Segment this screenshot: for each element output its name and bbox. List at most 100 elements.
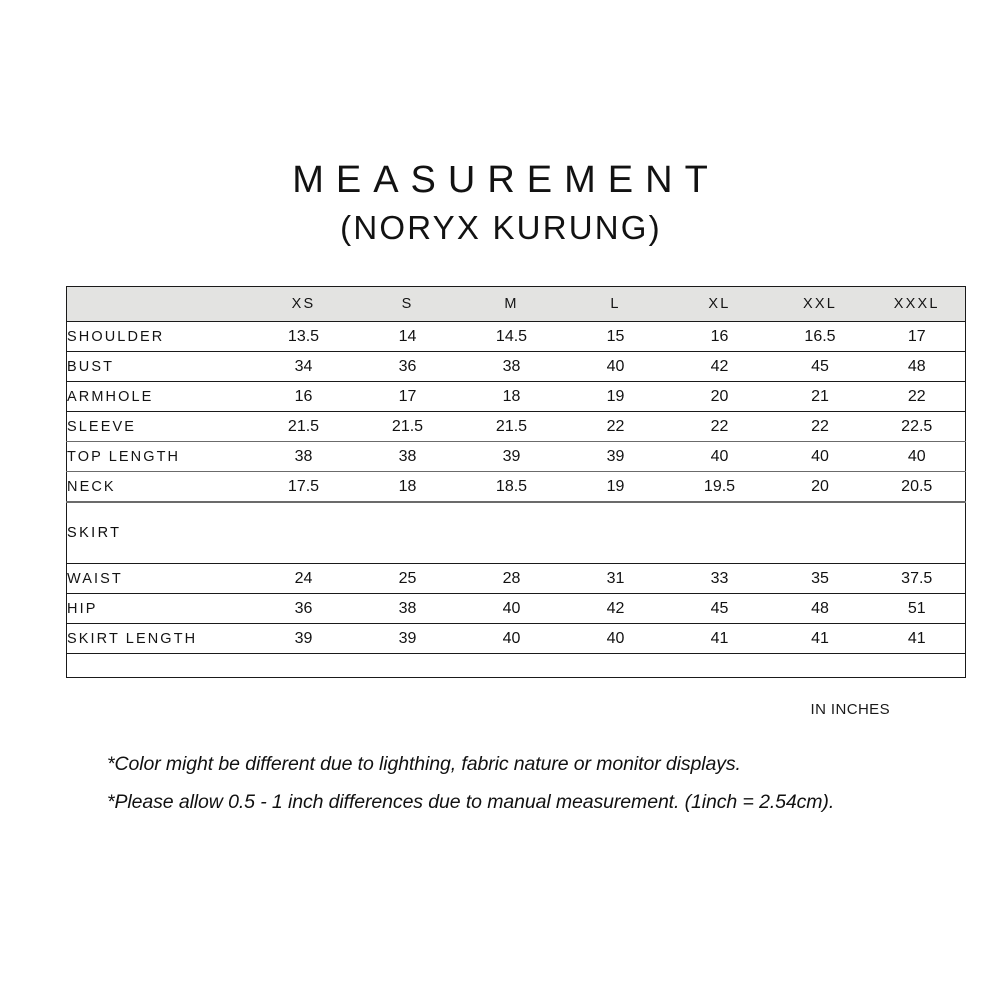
cell-shoulder-xxxl: 17 [868,321,966,352]
cell-armhole-xxxl: 22 [868,381,966,412]
table-header-row: XS S M L XL XXL XXXL [66,286,966,322]
column-header-m: M [459,286,564,322]
cell-armhole-xs: 16 [251,381,356,412]
cell-armhole-xxl: 21 [771,381,869,412]
cell-sleeve-m: 21.5 [459,411,564,442]
cell-neck-xs: 17.5 [251,471,356,503]
cell-armhole-m: 18 [459,381,564,412]
cell-skirt-length-xxxl: 41 [868,623,966,654]
section-spacer-cell [251,502,356,564]
section-spacer-cell [459,502,564,564]
table-row: BUST 34 36 38 40 42 45 48 [66,351,966,382]
cell-waist-m: 28 [459,563,564,594]
column-header-label [66,286,252,322]
cell-armhole-l: 19 [563,381,668,412]
cell-neck-m: 18.5 [459,471,564,503]
section-spacer-cell [771,502,869,564]
section-spacer-cell [355,502,460,564]
row-label-skirt-length: SKIRT LENGTH [66,623,252,654]
blank-cell [564,654,668,678]
footnote-color-disclaimer: *Color might be different due to lighthi… [107,753,741,775]
cell-hip-m: 40 [459,593,564,624]
unit-note: IN INCHES [810,701,890,718]
cell-armhole-s: 17 [355,381,460,412]
row-label-hip: HIP [66,593,252,624]
cell-waist-xxxl: 37.5 [868,563,966,594]
cell-hip-xl: 45 [667,593,772,624]
cell-top-length-m: 39 [459,441,564,472]
row-label-sleeve: SLEEVE [66,411,252,442]
measurement-table: XS S M L XL XXL XXXL SHOULDER 13.5 14 14… [66,286,966,678]
cell-neck-l: 19 [563,471,668,503]
column-header-l: L [563,286,668,322]
column-header-s: S [355,286,460,322]
cell-bust-s: 36 [355,351,460,382]
cell-sleeve-xxl: 22 [771,411,869,442]
blank-cell [772,654,869,678]
cell-skirt-length-xxl: 41 [771,623,869,654]
cell-sleeve-xl: 22 [667,411,772,442]
row-label-top-length: TOP LENGTH [66,441,252,472]
blank-cell [67,654,252,678]
cell-top-length-s: 38 [355,441,460,472]
page-title-block: MEASUREMENT (NORYX KURUNG) [0,158,1000,248]
cell-neck-s: 18 [355,471,460,503]
cell-top-length-xl: 40 [667,441,772,472]
table-trailing-blank-row [67,654,966,678]
cell-skirt-length-m: 40 [459,623,564,654]
cell-bust-xxl: 45 [771,351,869,382]
cell-skirt-length-xs: 39 [251,623,356,654]
table-row: WAIST 24 25 28 31 33 35 37.5 [66,563,966,594]
section-spacer-cell [563,502,668,564]
table-row: TOP LENGTH 38 38 39 39 40 40 40 [66,441,966,472]
cell-shoulder-m: 14.5 [459,321,564,352]
column-header-xs: XS [251,286,356,322]
cell-top-length-xxl: 40 [771,441,869,472]
column-header-xxl: XXL [771,286,869,322]
table-row: SKIRT LENGTH 39 39 40 40 41 41 41 [66,623,966,654]
cell-waist-s: 25 [355,563,460,594]
cell-top-length-xs: 38 [251,441,356,472]
cell-shoulder-l: 15 [563,321,668,352]
cell-neck-xxxl: 20.5 [868,471,966,503]
cell-top-length-xxxl: 40 [868,441,966,472]
section-label-skirt: SKIRT [66,502,252,564]
cell-shoulder-xxl: 16.5 [771,321,869,352]
table-row: HIP 36 38 40 42 45 48 51 [66,593,966,624]
cell-neck-xxl: 20 [771,471,869,503]
cell-sleeve-s: 21.5 [355,411,460,442]
cell-shoulder-s: 14 [355,321,460,352]
blank-cell [460,654,564,678]
row-label-shoulder: SHOULDER [66,321,252,352]
blank-cell [668,654,772,678]
cell-skirt-length-l: 40 [563,623,668,654]
footnote-tolerance-disclaimer: *Please allow 0.5 - 1 inch differences d… [107,791,835,813]
page-title: MEASUREMENT [292,159,720,201]
row-label-armhole: ARMHOLE [66,381,252,412]
row-label-waist: WAIST [66,563,252,594]
blank-cell [356,654,460,678]
section-spacer-cell [868,502,966,564]
table-row: SLEEVE 21.5 21.5 21.5 22 22 22 22.5 [66,411,966,442]
cell-hip-s: 38 [355,593,460,624]
cell-waist-l: 31 [563,563,668,594]
row-label-neck: NECK [66,471,252,503]
cell-hip-xxxl: 51 [868,593,966,624]
column-header-xl: XL [667,286,772,322]
cell-sleeve-xs: 21.5 [251,411,356,442]
cell-shoulder-xs: 13.5 [251,321,356,352]
table-row: NECK 17.5 18 18.5 19 19.5 20 20.5 [66,471,966,503]
cell-armhole-xl: 20 [667,381,772,412]
row-label-bust: BUST [66,351,252,382]
page-subtitle: (NORYX KURUNG) [340,209,662,246]
blank-cell [252,654,356,678]
cell-neck-xl: 19.5 [667,471,772,503]
cell-waist-xxl: 35 [771,563,869,594]
cell-hip-xs: 36 [251,593,356,624]
cell-sleeve-l: 22 [563,411,668,442]
cell-top-length-l: 39 [563,441,668,472]
cell-skirt-length-s: 39 [355,623,460,654]
cell-hip-l: 42 [563,593,668,624]
table-row: SHOULDER 13.5 14 14.5 15 16 16.5 17 [66,321,966,352]
cell-sleeve-xxxl: 22.5 [868,411,966,442]
